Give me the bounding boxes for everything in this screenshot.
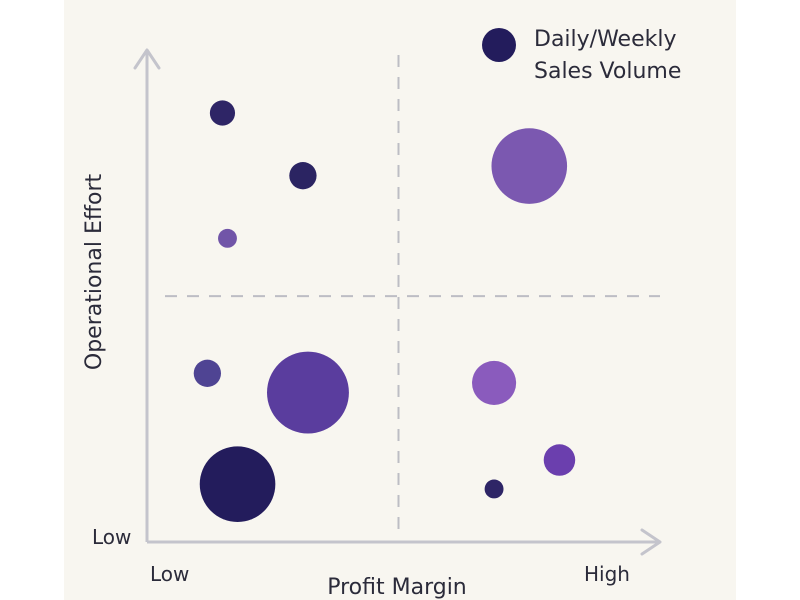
chart-background: [64, 0, 736, 600]
bubble-point-4[interactable]: [491, 128, 568, 204]
bubble-point-10[interactable]: [484, 479, 504, 499]
bubble-point-2[interactable]: [289, 162, 317, 190]
bubble-series: [193, 100, 576, 522]
bubble-point-3[interactable]: [218, 228, 237, 248]
bubble-point-9[interactable]: [543, 444, 576, 476]
legend-marker: [482, 28, 516, 62]
bubble-point-8[interactable]: [472, 360, 517, 405]
y-tick-label-low: Low: [92, 525, 131, 549]
legend-label-line-2: Sales Volume: [534, 59, 681, 84]
y-axis-title: Operational Effort: [82, 173, 107, 370]
x-tick-label-low: Low: [150, 562, 189, 586]
y-axis-arrowhead: [133, 48, 161, 70]
legend-label-line-1: Daily/Weekly: [534, 27, 676, 52]
bubble-point-6[interactable]: [267, 351, 349, 434]
x-axis-arrowhead: [640, 528, 662, 556]
bubble-point-1[interactable]: [209, 100, 236, 126]
bubble-point-7[interactable]: [199, 446, 276, 522]
x-tick-label-high: High: [584, 562, 630, 586]
bubble-point-5[interactable]: [193, 359, 222, 387]
x-axis-title: Profit Margin: [327, 575, 467, 600]
